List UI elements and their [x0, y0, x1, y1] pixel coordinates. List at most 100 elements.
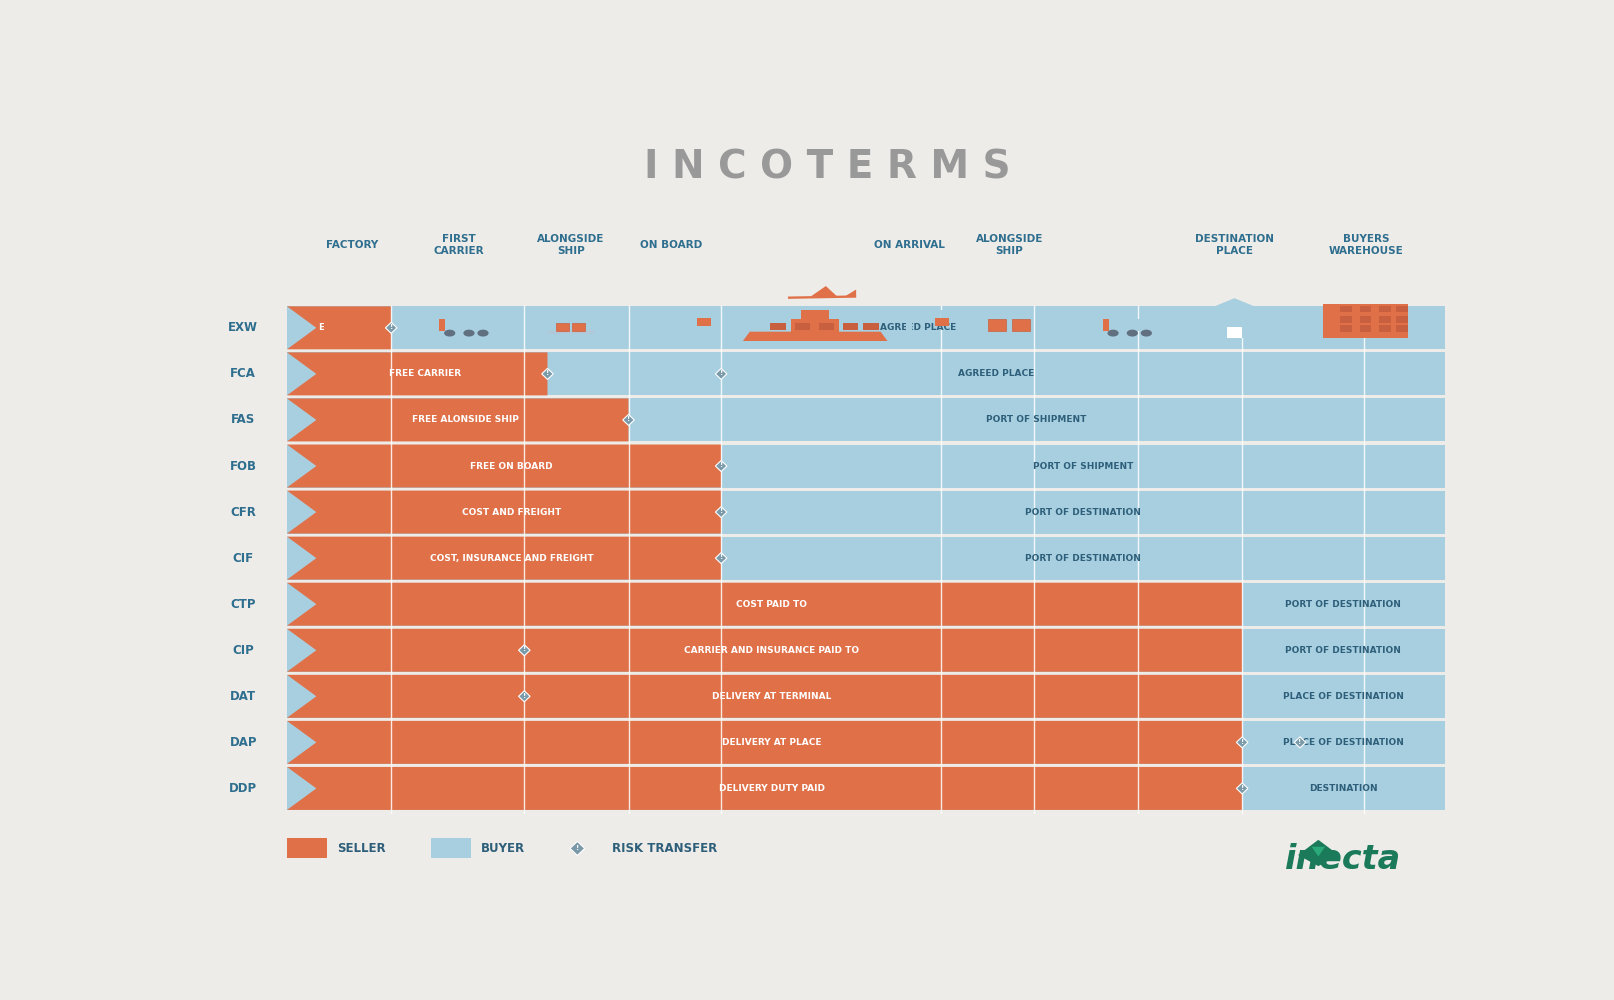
- FancyBboxPatch shape: [431, 838, 471, 858]
- Polygon shape: [287, 352, 547, 395]
- Polygon shape: [386, 322, 397, 333]
- Text: ON BOARD: ON BOARD: [639, 240, 702, 250]
- FancyBboxPatch shape: [350, 307, 358, 318]
- Circle shape: [478, 330, 489, 337]
- Text: DESTINATION: DESTINATION: [1309, 784, 1377, 793]
- Text: BUYER: BUYER: [481, 842, 525, 855]
- Text: !: !: [720, 462, 723, 468]
- FancyBboxPatch shape: [1378, 306, 1390, 312]
- Text: BUYERS
WAREHOUSE: BUYERS WAREHOUSE: [1328, 234, 1403, 256]
- FancyBboxPatch shape: [365, 307, 373, 318]
- FancyBboxPatch shape: [439, 319, 445, 331]
- FancyBboxPatch shape: [336, 307, 344, 318]
- FancyBboxPatch shape: [1012, 319, 1030, 331]
- Text: EXW: EXW: [228, 321, 258, 334]
- FancyBboxPatch shape: [287, 306, 1445, 349]
- Polygon shape: [715, 507, 726, 518]
- Text: FIRST
CARRIER: FIRST CARRIER: [433, 234, 484, 256]
- FancyBboxPatch shape: [905, 311, 912, 340]
- FancyBboxPatch shape: [1102, 319, 1141, 331]
- Polygon shape: [1298, 840, 1338, 866]
- Polygon shape: [570, 841, 584, 855]
- Text: COST, INSURANCE AND FREIGHT: COST, INSURANCE AND FREIGHT: [429, 554, 592, 563]
- Polygon shape: [810, 286, 836, 297]
- Circle shape: [1107, 330, 1119, 337]
- FancyBboxPatch shape: [287, 629, 1445, 672]
- Polygon shape: [715, 553, 726, 564]
- Text: !: !: [1298, 739, 1301, 745]
- Text: DAP: DAP: [229, 736, 257, 749]
- Text: DDP: DDP: [229, 782, 257, 795]
- Circle shape: [741, 334, 752, 341]
- Text: !: !: [720, 508, 723, 514]
- Text: COST PAID TO: COST PAID TO: [736, 600, 807, 609]
- FancyBboxPatch shape: [770, 323, 784, 330]
- Text: PORT OF DESTINATION: PORT OF DESTINATION: [1025, 554, 1139, 563]
- FancyBboxPatch shape: [1378, 316, 1390, 323]
- Text: AGREED PLACE: AGREED PLACE: [880, 323, 955, 332]
- Text: PORT OF DESTINATION: PORT OF DESTINATION: [1285, 600, 1401, 609]
- Text: FREE ON BOARD: FREE ON BOARD: [470, 462, 552, 471]
- FancyBboxPatch shape: [1378, 325, 1390, 332]
- Polygon shape: [541, 368, 554, 379]
- FancyBboxPatch shape: [697, 318, 710, 326]
- Text: SELLER: SELLER: [337, 842, 386, 855]
- FancyBboxPatch shape: [439, 319, 478, 331]
- Circle shape: [1139, 330, 1151, 337]
- FancyBboxPatch shape: [287, 721, 1445, 764]
- Polygon shape: [287, 306, 391, 349]
- Text: DELIVERY AT TERMINAL: DELIVERY AT TERMINAL: [712, 692, 831, 701]
- FancyBboxPatch shape: [801, 310, 828, 319]
- Text: FCA: FCA: [231, 367, 257, 380]
- Polygon shape: [287, 398, 628, 441]
- Text: !: !: [389, 324, 392, 330]
- Text: !: !: [1240, 785, 1243, 791]
- FancyBboxPatch shape: [1394, 325, 1407, 332]
- FancyBboxPatch shape: [1340, 325, 1351, 332]
- Text: FACTORY: FACTORY: [326, 240, 378, 250]
- FancyBboxPatch shape: [287, 767, 1445, 810]
- Text: FOB: FOB: [229, 460, 257, 473]
- Text: CTP: CTP: [231, 598, 255, 611]
- Polygon shape: [1311, 847, 1323, 856]
- Text: !: !: [720, 554, 723, 560]
- Text: PLACE OF DESTINATION: PLACE OF DESTINATION: [1282, 692, 1403, 701]
- Text: ALONGSIDE
SHIP: ALONGSIDE SHIP: [537, 234, 604, 256]
- Text: PORT OF SHIPMENT: PORT OF SHIPMENT: [1031, 462, 1133, 471]
- Polygon shape: [287, 537, 721, 580]
- Polygon shape: [287, 629, 1241, 672]
- Circle shape: [844, 334, 854, 341]
- FancyBboxPatch shape: [935, 318, 947, 326]
- Circle shape: [463, 330, 475, 337]
- Text: PORT OF DESTINATION: PORT OF DESTINATION: [1025, 508, 1139, 517]
- Text: DAT: DAT: [229, 690, 257, 703]
- FancyBboxPatch shape: [1394, 316, 1407, 323]
- Polygon shape: [1236, 783, 1248, 794]
- Polygon shape: [623, 414, 634, 425]
- Text: FREE ALONSIDE SHIP: FREE ALONSIDE SHIP: [412, 415, 518, 424]
- Text: inecta: inecta: [1285, 843, 1399, 876]
- Polygon shape: [287, 675, 1241, 718]
- Text: FREE CARRIER: FREE CARRIER: [389, 369, 460, 378]
- Polygon shape: [1293, 737, 1306, 748]
- Polygon shape: [518, 691, 529, 702]
- Text: CIF: CIF: [232, 552, 253, 565]
- FancyBboxPatch shape: [1102, 319, 1109, 331]
- Text: RISK TRANSFER: RISK TRANSFER: [612, 842, 717, 855]
- Circle shape: [878, 334, 889, 341]
- Text: CIP: CIP: [232, 644, 253, 657]
- Text: AGREED PLACE: AGREED PLACE: [957, 369, 1033, 378]
- Text: !: !: [523, 646, 526, 652]
- Text: !: !: [575, 845, 579, 851]
- Text: PORT OF DESTINATION: PORT OF DESTINATION: [1285, 646, 1401, 655]
- FancyBboxPatch shape: [668, 311, 673, 340]
- Polygon shape: [287, 583, 1241, 626]
- FancyBboxPatch shape: [1394, 306, 1407, 312]
- Polygon shape: [287, 721, 1241, 764]
- Polygon shape: [287, 491, 721, 534]
- FancyBboxPatch shape: [287, 398, 1445, 441]
- Text: CFR: CFR: [231, 506, 257, 519]
- Text: !: !: [626, 416, 629, 422]
- FancyBboxPatch shape: [794, 323, 809, 330]
- Polygon shape: [1198, 298, 1270, 313]
